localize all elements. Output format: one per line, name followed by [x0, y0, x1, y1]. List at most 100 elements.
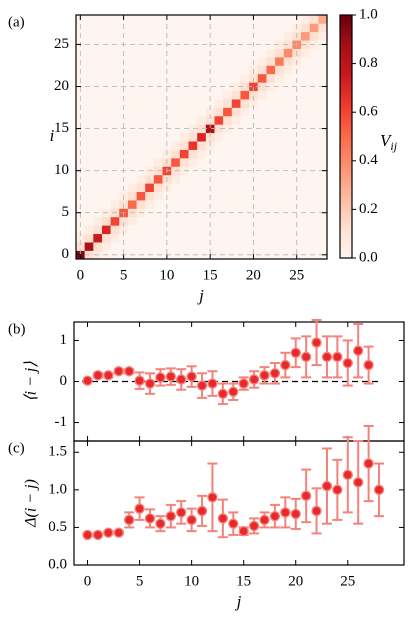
heatmap-cell — [153, 90, 163, 100]
y-tick-label: 0 — [60, 373, 68, 389]
heatmap-cell — [145, 191, 155, 201]
heatmap-cell — [188, 23, 198, 33]
heatmap-cell — [119, 115, 129, 125]
heatmap-cell — [110, 90, 120, 100]
heatmap-cell — [214, 107, 224, 117]
heatmap-cell — [145, 183, 155, 192]
heatmap-cell — [275, 65, 285, 75]
y-tick-label: 10 — [54, 162, 69, 178]
heatmap-cell — [214, 82, 224, 92]
heatmap-cell — [275, 242, 285, 251]
heatmap-cell — [283, 158, 293, 167]
heatmap-cell — [171, 132, 181, 142]
heatmap-cell — [240, 233, 250, 243]
x-tick-label: 10 — [184, 573, 199, 589]
heatmap-cell — [179, 183, 189, 192]
heatmap-cell — [283, 200, 293, 209]
heatmap-cell — [231, 141, 241, 150]
heatmap-cell — [162, 242, 172, 251]
heatmap-cell — [231, 82, 241, 92]
heatmap-cell — [223, 166, 233, 176]
data-point — [300, 490, 312, 502]
heatmap-cell — [197, 166, 207, 176]
heatmap-cell — [283, 73, 293, 83]
heatmap-cell — [127, 132, 137, 142]
heatmap-cell — [240, 216, 250, 226]
heatmap-cell — [301, 73, 310, 83]
data-point — [113, 527, 124, 538]
heatmap-cell — [110, 149, 120, 159]
heatmap-cell — [214, 166, 224, 176]
heatmap-cell — [101, 149, 111, 159]
heatmap-cell — [275, 31, 285, 41]
heatmap-cell — [309, 107, 319, 117]
heatmap-cell — [318, 23, 328, 33]
heatmap-cell — [214, 250, 224, 260]
heatmap-cell — [101, 225, 111, 235]
heatmap-cell — [275, 233, 285, 243]
heatmap-cell — [84, 73, 94, 83]
heatmap-cell — [76, 242, 85, 251]
heatmap-cell — [127, 141, 137, 150]
heatmap-cell — [101, 183, 111, 192]
heatmap-cell — [153, 233, 163, 243]
heatmap-cell — [214, 233, 224, 243]
colorbar-label-base: V — [380, 131, 393, 150]
heatmap-cell — [145, 23, 155, 33]
heatmap-cell — [309, 65, 319, 75]
heatmap-cell — [214, 48, 224, 58]
colorbar-tick-label: 0.2 — [359, 201, 378, 217]
heatmap-cell — [301, 216, 310, 226]
data-point — [155, 372, 166, 383]
heatmap-cell — [119, 225, 129, 235]
heatmap-cell — [127, 15, 137, 24]
heatmap-cell — [231, 250, 241, 260]
heatmap-cell — [145, 225, 155, 235]
heatmap-cell — [145, 233, 155, 243]
heatmap-cell — [110, 31, 120, 41]
heatmap-cell — [266, 166, 276, 176]
heatmap-cell — [197, 250, 207, 260]
heatmap-cell — [249, 90, 259, 100]
heatmap-cell — [136, 200, 146, 209]
heatmap-cell — [101, 31, 111, 41]
heatmap-cell — [162, 132, 172, 142]
heatmap-cell — [93, 225, 103, 235]
heatmap-cell — [223, 242, 233, 251]
heatmap-cell — [214, 57, 224, 66]
heatmap-cell — [318, 225, 328, 235]
heatmap-cell — [205, 225, 215, 235]
heatmap-cell — [257, 65, 267, 75]
heatmap-cell — [240, 208, 250, 218]
heatmap-cell — [318, 183, 328, 192]
heatmap-cell — [197, 57, 207, 66]
heatmap-cell — [110, 99, 120, 108]
heatmap-cell — [179, 115, 189, 125]
heatmap-cell — [292, 242, 302, 251]
heatmap-cell — [197, 90, 207, 100]
heatmap-cell — [223, 158, 233, 167]
heatmap-cell — [162, 233, 172, 243]
heatmap-cell — [223, 233, 233, 243]
heatmap-cell — [249, 225, 259, 235]
heatmap-cell — [223, 48, 233, 58]
heatmap-cell — [240, 23, 250, 33]
heatmap-cell — [197, 225, 207, 235]
heatmap-cell — [214, 158, 224, 167]
heatmap-cell — [240, 40, 250, 49]
heatmap-cell — [214, 99, 224, 108]
heatmap-cell — [179, 23, 189, 33]
heatmap-cell — [231, 99, 241, 108]
heatmap-cell — [188, 149, 198, 159]
heatmap-cell — [257, 191, 267, 201]
heatmap-cell — [76, 99, 85, 108]
heatmap-cell — [257, 107, 267, 117]
heatmap-cell — [223, 65, 233, 75]
heatmap-cell — [197, 149, 207, 159]
heatmap-cell — [240, 132, 250, 142]
heatmap-cell — [136, 31, 146, 41]
heatmap-cell — [301, 48, 310, 58]
heatmap-cell — [283, 183, 293, 192]
heatmap-cell — [127, 48, 137, 58]
heatmap-cell — [257, 141, 267, 150]
